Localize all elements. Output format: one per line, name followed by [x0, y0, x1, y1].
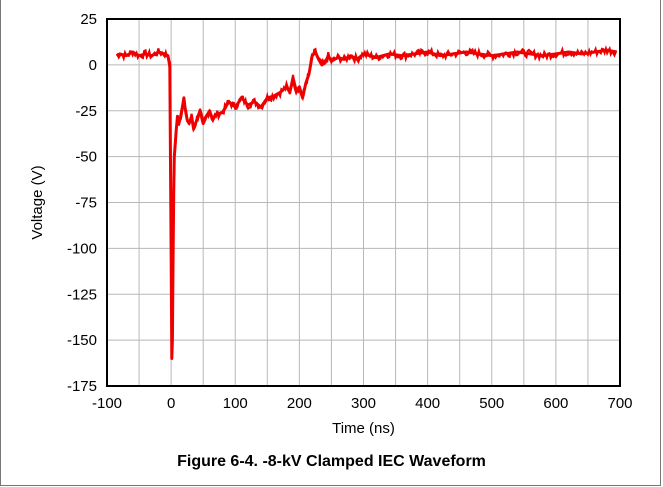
- chart: -100 0 100 200 300 400 500 600 700 25 0 -25 -50 -75 -…: [29, 11, 633, 437]
- x-tick-label: 300: [351, 395, 376, 412]
- x-tick-label: 700: [607, 395, 632, 412]
- y-tick-label: -100: [67, 240, 97, 257]
- y-tick-label: -150: [67, 332, 97, 349]
- series-layer: [115, 44, 618, 360]
- grid: [106, 18, 621, 387]
- figure-caption: Figure 6-4. -8-kV Clamped IEC Waveform: [177, 453, 486, 470]
- x-axis-title: Time (ns): [332, 420, 395, 437]
- y-tick-label: -25: [75, 103, 97, 120]
- y-axis-ticks: 25 0 -25 -50 -75 -100 -125 -150 -175: [67, 11, 97, 395]
- x-tick-label: 200: [287, 395, 312, 412]
- series-line: [115, 48, 618, 360]
- y-tick-label: -175: [67, 378, 97, 395]
- x-tick-label: 100: [223, 395, 248, 412]
- x-axis-ticks: -100 0 100 200 300 400 500 600 700: [92, 395, 633, 412]
- x-tick-label: 0: [167, 395, 175, 412]
- plot-area-border: [106, 18, 621, 387]
- series-noise-trace: [115, 44, 617, 356]
- y-tick-label: 0: [89, 57, 97, 74]
- y-tick-label: -75: [75, 195, 97, 212]
- y-axis-title: Voltage (V): [29, 165, 46, 239]
- x-tick-label: 400: [415, 395, 440, 412]
- y-tick-label: -125: [67, 286, 97, 303]
- x-tick-label: 500: [479, 395, 504, 412]
- x-tick-label: 600: [543, 395, 568, 412]
- x-tick-label: -100: [92, 395, 122, 412]
- y-tick-label: 25: [80, 11, 97, 28]
- y-tick-label: -50: [75, 149, 97, 166]
